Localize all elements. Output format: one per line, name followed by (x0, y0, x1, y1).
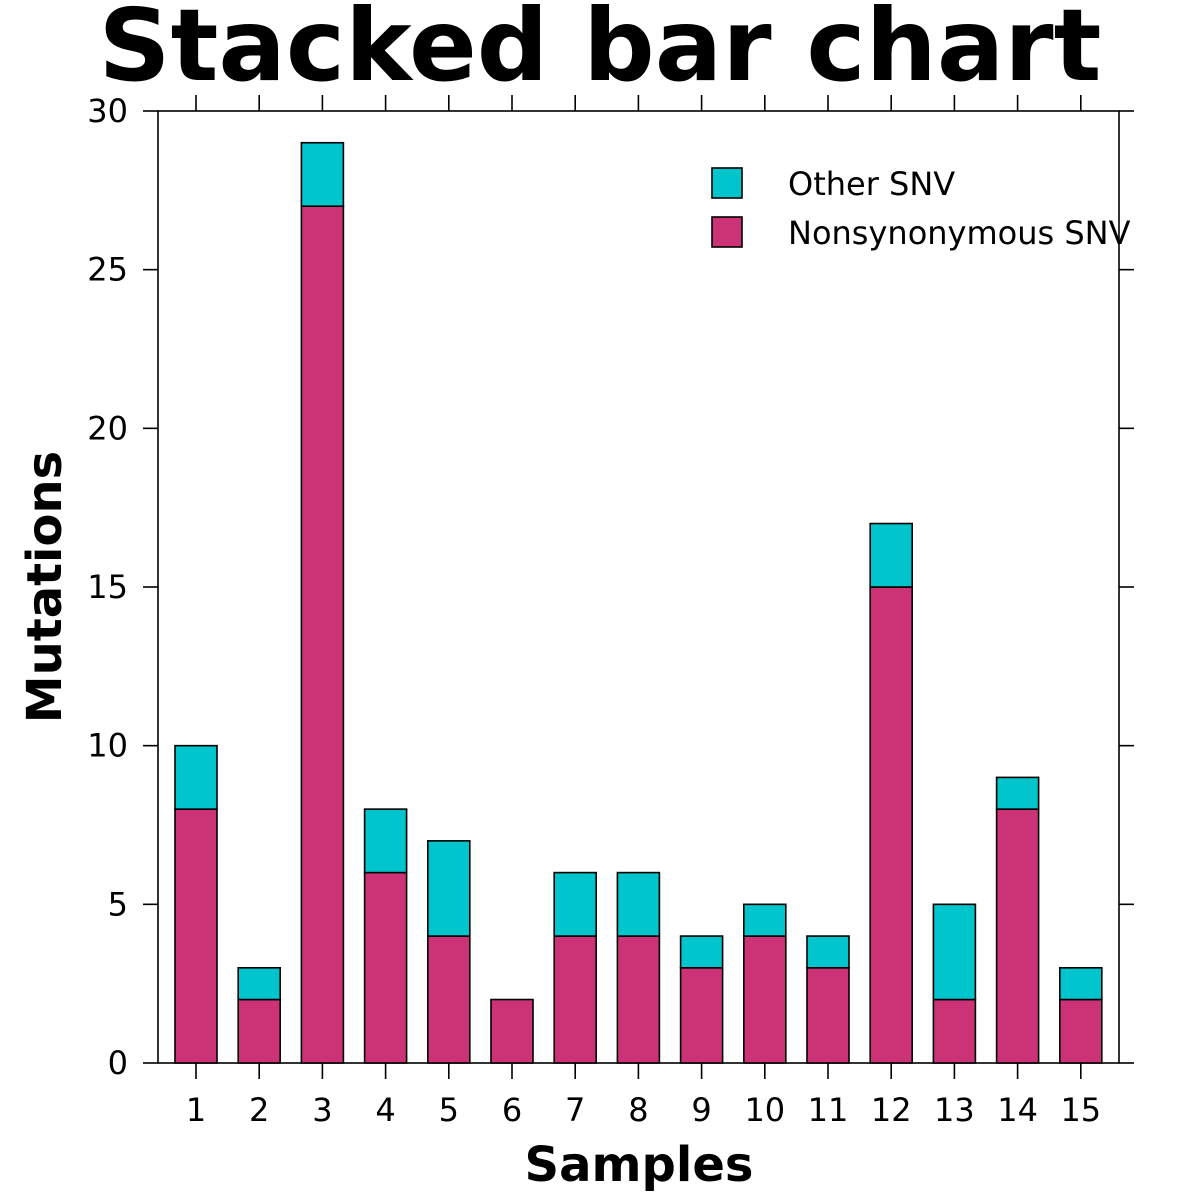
x-tick-label: 7 (565, 1091, 585, 1129)
x-tick-label: 8 (628, 1091, 648, 1129)
bar-segment-other-sample-10 (742, 903, 787, 937)
bar-segment-nonsynonymous-sample-3 (300, 205, 345, 1064)
bar-segment-nonsynonymous-sample-13 (932, 998, 977, 1064)
y-tick-label: 20 (87, 409, 128, 447)
bar-segment-other-sample-2 (237, 966, 281, 1001)
bar-segment-nonsynonymous-sample-12 (869, 586, 914, 1064)
bar-segment-other-sample-4 (363, 808, 408, 874)
x-tick-label: 4 (375, 1091, 395, 1129)
bar-segment-nonsynonymous-sample-5 (426, 935, 471, 1064)
bar-segment-nonsynonymous-sample-1 (174, 808, 218, 1064)
bar-segment-nonsynonymous-sample-4 (363, 871, 408, 1064)
y-tick-label: 10 (87, 727, 128, 765)
bar-segment-other-sample-1 (174, 744, 218, 810)
bar-segment-other-sample-3 (300, 141, 345, 208)
bar-segment-nonsynonymous-sample-9 (679, 966, 724, 1064)
bar-segment-other-sample-7 (553, 871, 598, 937)
bar-segment-nonsynonymous-sample-15 (1059, 998, 1103, 1064)
legend: Other SNV Nonsynonymous SNV (711, 165, 1131, 252)
y-axis-title: Mutations (17, 451, 73, 723)
bar-segment-nonsynonymous-sample-6 (490, 998, 534, 1064)
bar-segment-other-sample-9 (679, 935, 724, 969)
bar-segment-other-sample-5 (426, 840, 471, 937)
y-tick-label: 15 (87, 568, 128, 606)
y-tick-label: 5 (108, 885, 128, 923)
bar-segment-other-sample-15 (1059, 966, 1103, 1001)
bar-segment-nonsynonymous-sample-14 (995, 808, 1040, 1064)
x-tick-label: 10 (744, 1091, 785, 1129)
chart-title: Stacked bar chart (99, 0, 1102, 104)
x-tick-label: 14 (997, 1091, 1038, 1129)
legend-label: Nonsynonymous SNV (788, 214, 1131, 252)
bar-segment-nonsynonymous-sample-7 (553, 935, 598, 1064)
y-tick-label: 25 (87, 251, 128, 289)
x-axis-title: Samples (525, 1137, 754, 1193)
bar-segment-nonsynonymous-sample-10 (742, 935, 787, 1064)
bar-segment-other-sample-14 (995, 776, 1040, 810)
x-tick-label: 9 (691, 1091, 711, 1129)
x-tick-label: 2 (249, 1091, 269, 1129)
x-tick-label: 12 (871, 1091, 912, 1129)
bar-segment-other-sample-13 (932, 903, 977, 1001)
x-tick-label: 5 (439, 1091, 459, 1129)
x-tick-label: 1 (186, 1091, 206, 1129)
bar-segment-other-sample-12 (869, 522, 914, 588)
bar-segment-nonsynonymous-sample-11 (806, 966, 850, 1064)
bar-segment-other-sample-11 (806, 935, 850, 969)
bar-segment-nonsynonymous-sample-2 (237, 998, 281, 1064)
bar-segment-other-sample-8 (616, 871, 661, 937)
bar-segment-nonsynonymous-sample-8 (616, 935, 661, 1064)
x-tick-label: 3 (312, 1091, 332, 1129)
y-tick-label: 30 (87, 92, 128, 130)
x-tick-label: 15 (1060, 1091, 1101, 1129)
legend-swatch (711, 216, 743, 248)
x-tick-label: 6 (502, 1091, 522, 1129)
legend-label: Other SNV (788, 165, 955, 203)
x-tick-label: 13 (934, 1091, 975, 1129)
legend-swatch (711, 167, 743, 199)
y-tick-label: 0 (108, 1044, 128, 1082)
x-tick-label: 11 (808, 1091, 849, 1129)
bars (174, 141, 1103, 1064)
